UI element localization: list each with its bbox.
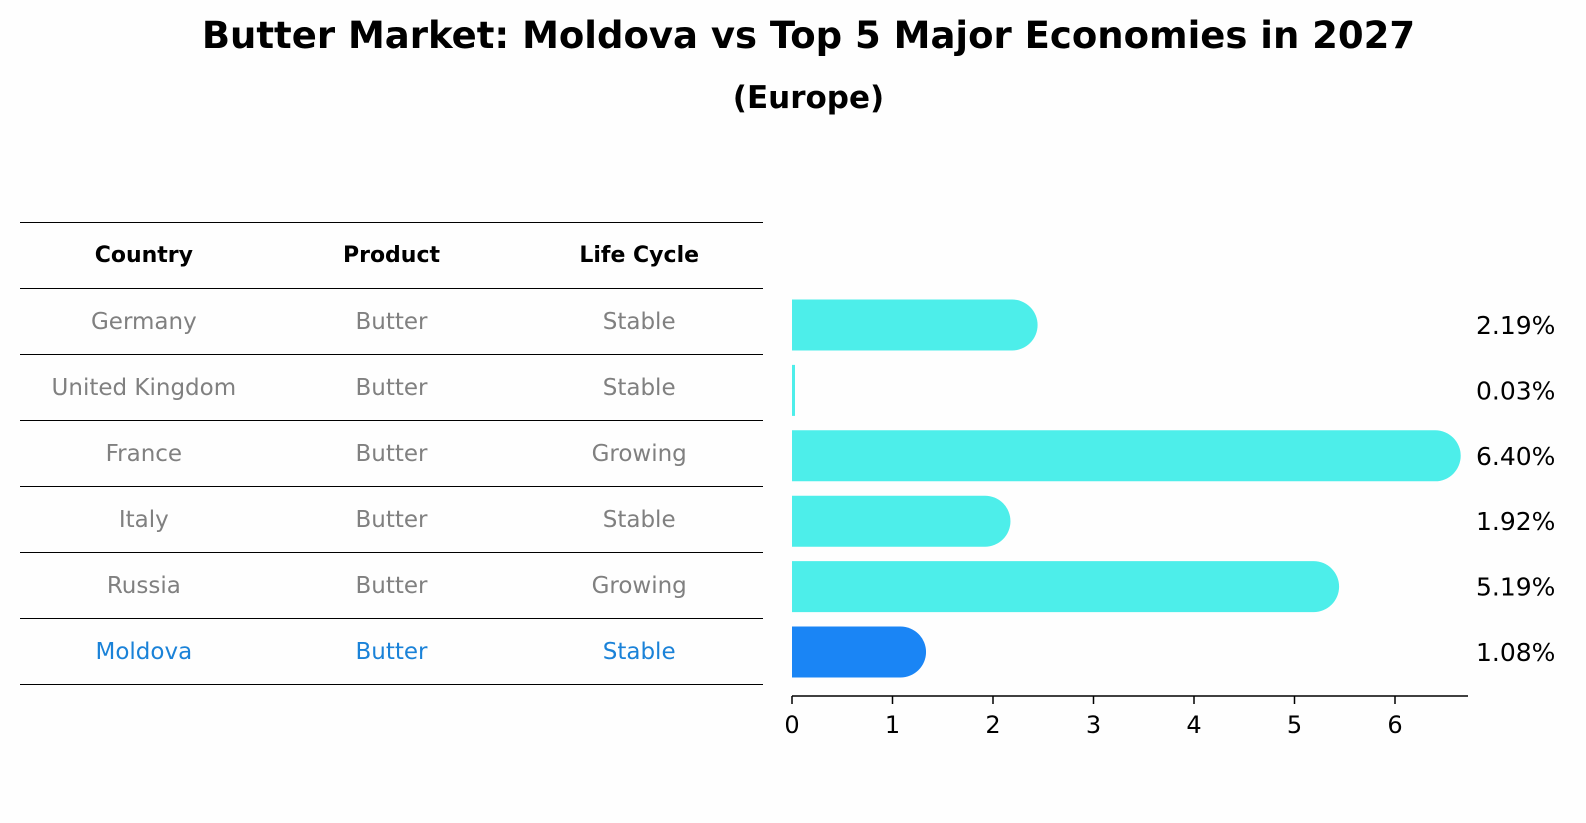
bar-united-kingdom: [792, 364, 796, 416]
cell-product: Butter: [355, 374, 428, 401]
cell-product: Butter: [355, 506, 428, 533]
chart-title: Butter Market: Moldova vs Top 5 Major Ec…: [201, 14, 1416, 57]
value-label-france: 6.40%: [1476, 442, 1555, 471]
cell-country: France: [105, 440, 183, 467]
cell-product: Butter: [355, 440, 428, 467]
header-country: Country: [94, 243, 193, 268]
cell-life-cycle: Growing: [591, 572, 687, 599]
cell-product: Butter: [355, 572, 428, 599]
table-row-highlight: Moldova Butter Stable: [20, 618, 763, 685]
comparison-table: Country Product Life Cycle Germany Butte…: [20, 222, 763, 685]
value-label-germany: 2.19%: [1476, 311, 1555, 340]
cell-product: Butter: [355, 638, 428, 665]
table-header-row: Country Product Life Cycle: [20, 222, 763, 288]
cell-life-cycle: Stable: [602, 638, 676, 665]
cell-country: Germany: [90, 308, 197, 335]
chart-subtitle: (Europe): [732, 80, 885, 116]
x-tick-label: 4: [1186, 711, 1201, 739]
table-row: Italy Butter Stable: [20, 486, 763, 552]
header-life-cycle: Life Cycle: [579, 243, 700, 268]
cell-product: Butter: [355, 308, 428, 335]
cell-country: Italy: [118, 506, 169, 533]
cell-country: Russia: [106, 572, 181, 599]
bar-germany: [792, 299, 1038, 351]
bar-russia: [792, 561, 1340, 613]
table-row: Russia Butter Growing: [20, 552, 763, 618]
cell-life-cycle: Stable: [602, 506, 676, 533]
x-tick-label: 5: [1287, 711, 1302, 739]
bar-italy: [792, 495, 1011, 547]
x-tick-label: 3: [1086, 711, 1101, 739]
cell-country: United Kingdom: [51, 374, 237, 401]
cell-life-cycle: Growing: [591, 440, 687, 467]
table-row: Germany Butter Stable: [20, 288, 763, 354]
value-label-united-kingdom: 0.03%: [1476, 376, 1555, 405]
value-label-moldova: 1.08%: [1476, 638, 1555, 667]
cell-country: Moldova: [95, 638, 193, 665]
value-label-russia: 5.19%: [1476, 573, 1555, 602]
table-row: United Kingdom Butter Stable: [20, 354, 763, 420]
value-label-italy: 1.92%: [1476, 507, 1555, 536]
x-tick-label: 6: [1387, 711, 1402, 739]
table-row: France Butter Growing: [20, 420, 763, 486]
x-tick-label: 1: [885, 711, 900, 739]
cell-life-cycle: Stable: [602, 308, 676, 335]
x-tick-label: 2: [985, 711, 1000, 739]
bar-france: [792, 430, 1461, 482]
bar-moldova: [792, 626, 927, 678]
cell-life-cycle: Stable: [602, 374, 676, 401]
header-product: Product: [342, 243, 441, 268]
x-tick-label: 0: [784, 711, 799, 739]
